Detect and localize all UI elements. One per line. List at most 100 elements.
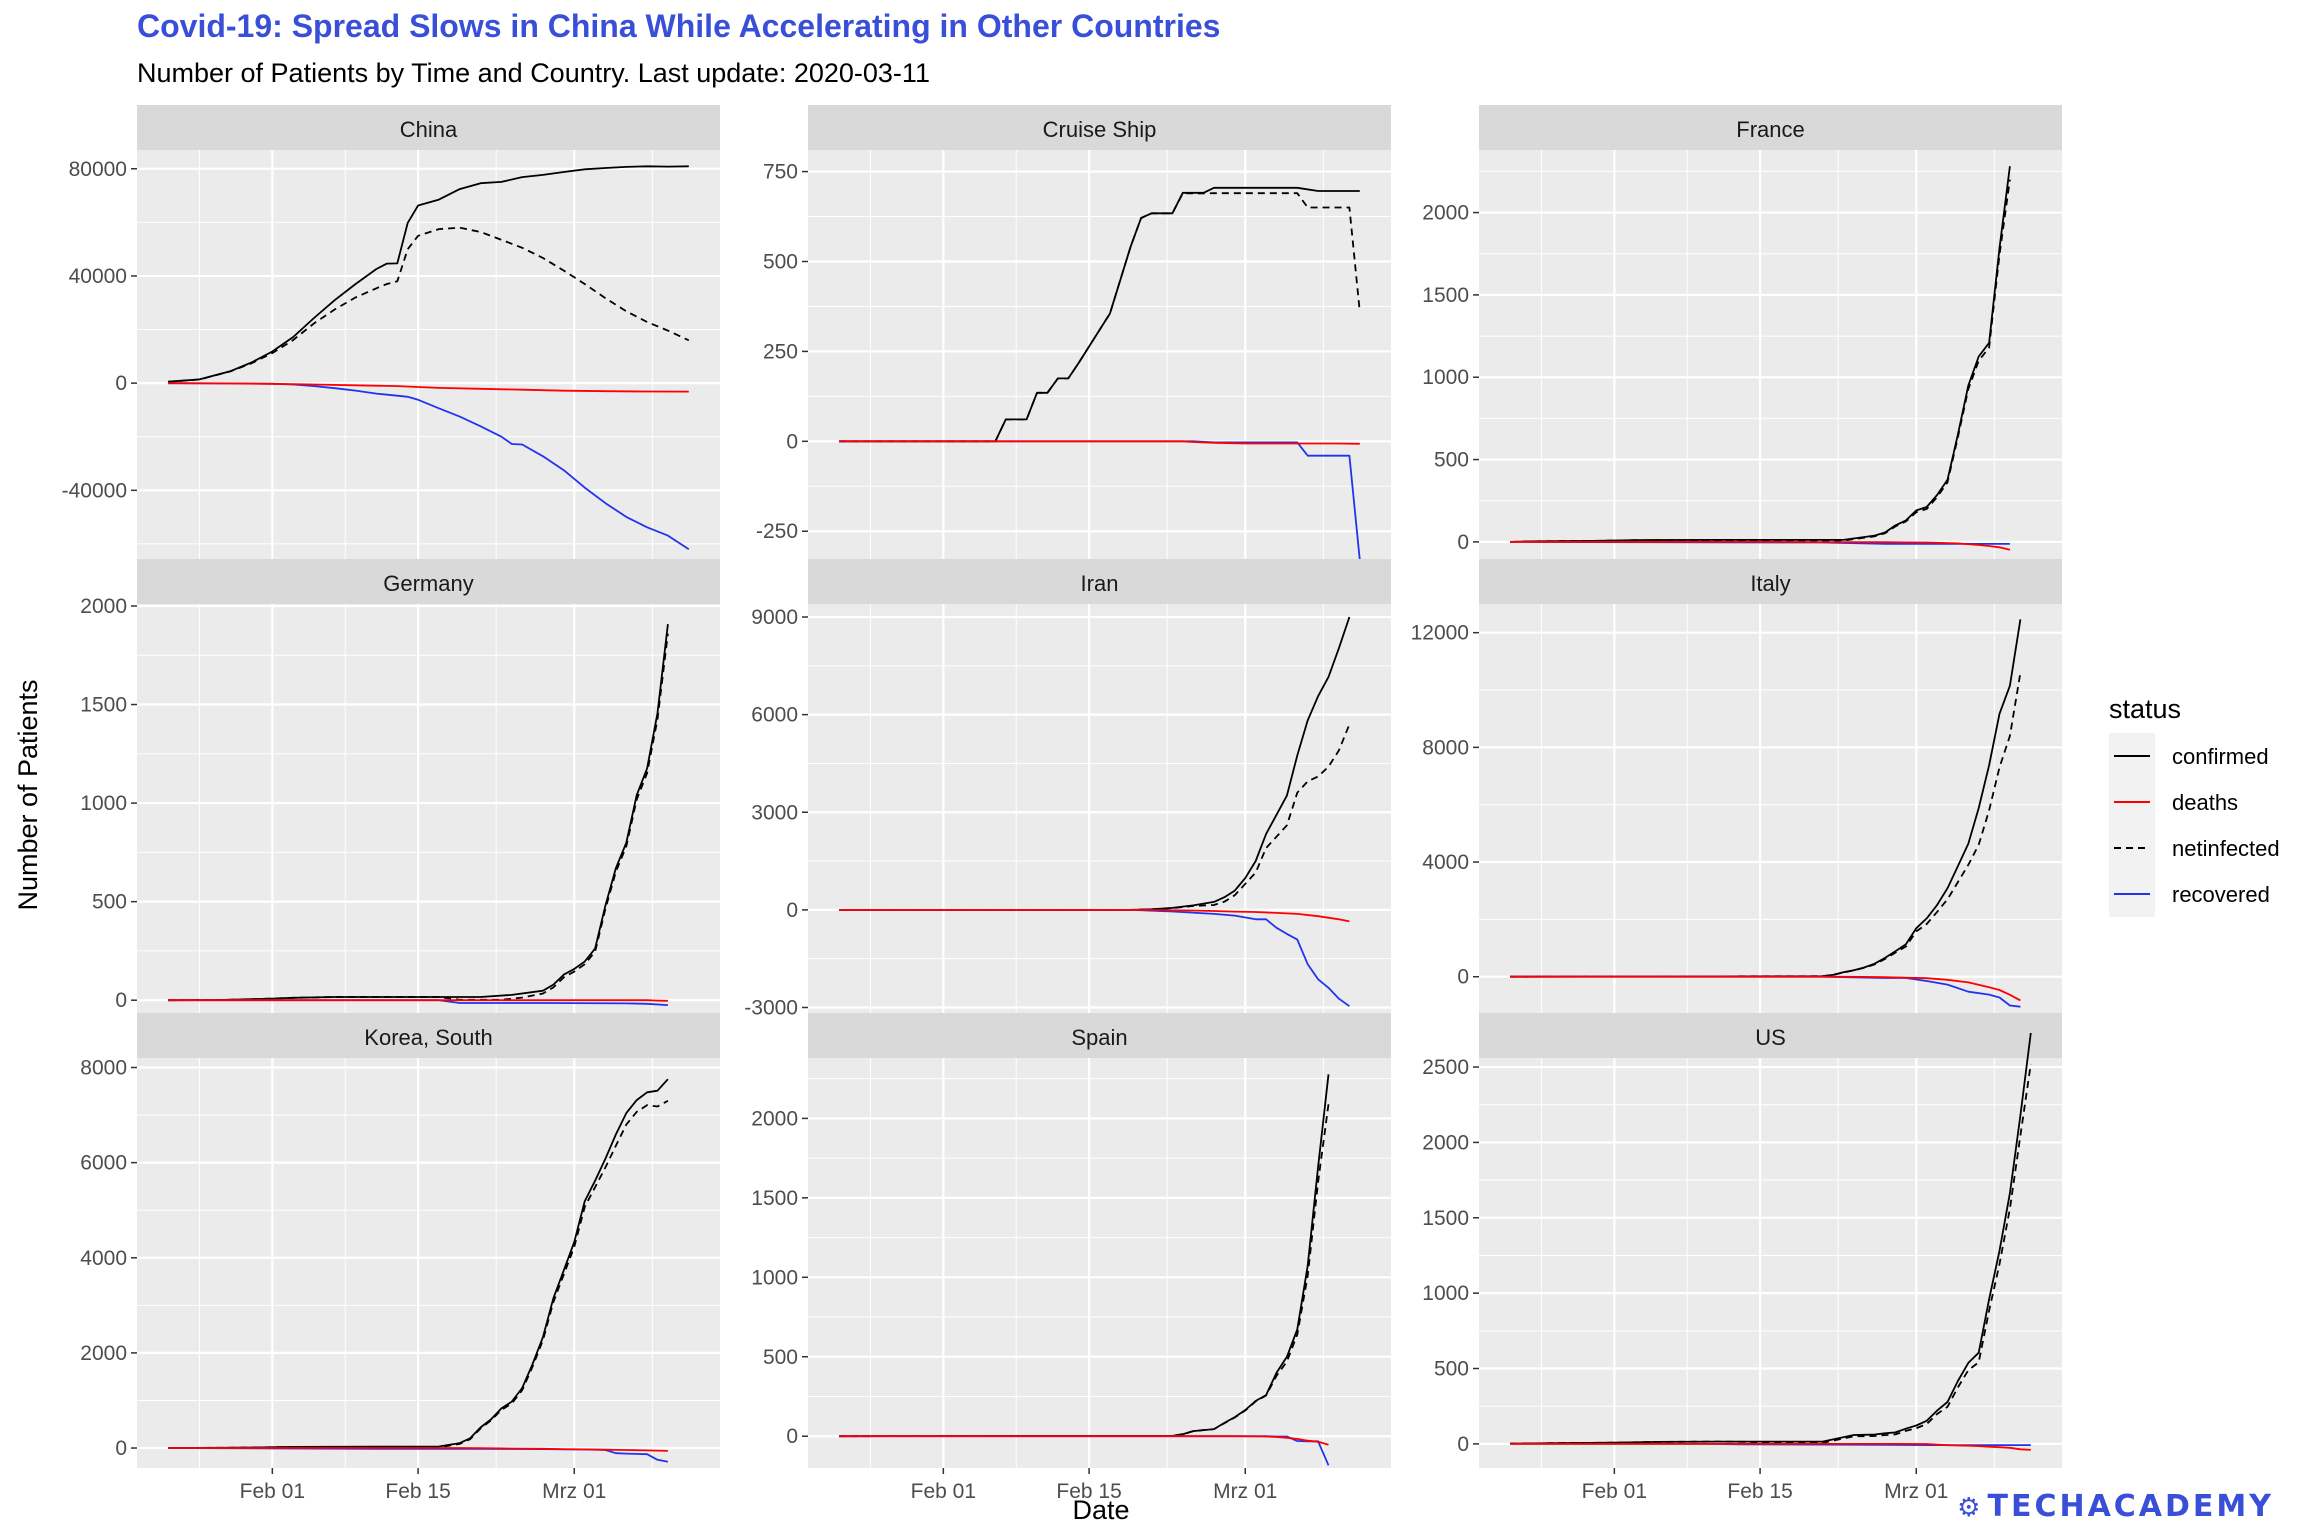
series-line-recovered-china xyxy=(168,382,690,551)
y-tick-label: -40000 xyxy=(62,479,127,502)
x-tick-label: Feb 15 xyxy=(1727,1480,1792,1503)
y-tick-label: 1500 xyxy=(1422,1207,1469,1230)
x-tick-label: Mrz 01 xyxy=(542,1480,606,1503)
y-tick-label: 0 xyxy=(115,1437,127,1460)
facet-label-italy: Italy xyxy=(1750,571,1790,596)
y-tick-label: 1000 xyxy=(1422,1282,1469,1305)
series-line-deaths-korea-south xyxy=(168,1447,668,1452)
plot-panel-spain xyxy=(808,1058,1391,1468)
facet-label-cruise-ship: Cruise Ship xyxy=(1043,117,1157,142)
y-tick-label: 0 xyxy=(1457,531,1469,554)
plot-panel-korea-south xyxy=(137,1058,720,1468)
y-tick-label: 9000 xyxy=(751,606,798,629)
x-tick-label: Feb 01 xyxy=(240,1480,305,1503)
y-tick-label: 0 xyxy=(115,989,127,1012)
facet-strip-korea-south xyxy=(137,1013,720,1058)
x-tick-label: Feb 15 xyxy=(385,1480,450,1503)
y-tick-label: 0 xyxy=(1457,1433,1469,1456)
y-tick-label: 4000 xyxy=(80,1247,127,1270)
y-tick-label: 0 xyxy=(786,430,798,453)
series-line-deaths-italy xyxy=(1510,975,2021,1002)
chart-subtitle: Number of Patients by Time and Country. … xyxy=(137,58,930,88)
y-tick-label: 500 xyxy=(1434,1358,1469,1381)
series-line-netinfected-germany xyxy=(168,633,669,1002)
series-line-deaths-cruise-ship xyxy=(839,440,1360,445)
y-tick-label: 2000 xyxy=(80,1342,127,1365)
series-line-confirmed-iran xyxy=(839,616,1351,911)
legend-label-netinfected: netinfected xyxy=(2172,836,2280,861)
brand-logo: ⚙ TECHACADEMY xyxy=(1957,1489,2274,1524)
y-axis-title: Number of Patients xyxy=(13,679,43,910)
facet-strip-china xyxy=(137,105,720,150)
y-tick-label: 0 xyxy=(786,899,798,922)
plot-panel-france xyxy=(1479,150,2062,560)
facet-strip-france xyxy=(1479,105,2062,150)
facet-strip-us xyxy=(1479,1013,2062,1058)
y-tick-label: 0 xyxy=(786,1425,798,1448)
y-tick-label: 0 xyxy=(1457,966,1469,989)
gear-icon: ⚙ xyxy=(1957,1493,1984,1523)
series-line-netinfected-italy xyxy=(1510,672,2022,978)
y-tick-label: 500 xyxy=(763,1346,798,1369)
legend-label-confirmed: confirmed xyxy=(2172,744,2269,769)
facet-label-france: France xyxy=(1736,117,1804,142)
series-line-deaths-germany xyxy=(168,999,668,1002)
y-tick-label: 1500 xyxy=(80,694,127,717)
y-tick-label: 80000 xyxy=(69,158,127,181)
y-tick-label: 500 xyxy=(92,891,127,914)
plot-panel-germany xyxy=(137,604,720,1014)
y-tick-label: 500 xyxy=(763,250,798,273)
y-tick-label: 500 xyxy=(1434,449,1469,472)
x-tick-label: Feb 01 xyxy=(1582,1480,1647,1503)
y-tick-label: -250 xyxy=(756,520,798,543)
facet-strip-italy xyxy=(1479,559,2062,604)
x-tick-label: Mrz 01 xyxy=(1884,1480,1948,1503)
y-tick-label: 6000 xyxy=(751,704,798,727)
y-tick-label: 750 xyxy=(763,161,798,184)
y-tick-label: -3000 xyxy=(744,996,798,1019)
series-line-confirmed-china xyxy=(168,165,689,383)
plot-panel-cruise-ship xyxy=(808,150,1391,560)
y-tick-label: 2000 xyxy=(1422,1131,1469,1154)
series-line-deaths-us xyxy=(1510,1443,2031,1451)
y-tick-label: 8000 xyxy=(1422,736,1469,759)
y-tick-label: 1000 xyxy=(1422,366,1469,389)
y-tick-label: 2500 xyxy=(1422,1056,1469,1079)
facet-strip-spain xyxy=(808,1013,1391,1058)
facet-label-spain: Spain xyxy=(1071,1025,1127,1050)
facet-label-germany: Germany xyxy=(383,571,473,596)
x-axis-title: Date xyxy=(1072,1495,1129,1525)
y-tick-label: 0 xyxy=(115,372,127,395)
facet-label-korea-south: Korea, South xyxy=(364,1025,492,1050)
facet-strip-cruise-ship xyxy=(808,105,1391,150)
plot-panel-iran xyxy=(808,604,1391,1014)
brand-name: TECHACADEMY xyxy=(1987,1489,2274,1524)
y-tick-label: 3000 xyxy=(751,801,798,824)
plot-panel-italy xyxy=(1479,604,2062,1014)
series-line-netinfected-us xyxy=(1510,1063,2032,1445)
facet-label-iran: Iran xyxy=(1081,571,1119,596)
x-tick-label: Mrz 01 xyxy=(1213,1480,1277,1503)
plot-panel-us xyxy=(1479,1058,2062,1468)
series-line-netinfected-china xyxy=(168,226,690,383)
facet-label-us: US xyxy=(1755,1025,1786,1050)
x-tick-label: Feb 15 xyxy=(1056,1480,1121,1503)
y-tick-label: 4000 xyxy=(1422,851,1469,874)
series-line-deaths-france xyxy=(1510,541,2011,551)
x-tick-label: Feb 01 xyxy=(911,1480,976,1503)
series-line-deaths-spain xyxy=(839,1435,1329,1446)
y-tick-label: 40000 xyxy=(69,265,127,288)
legend-title: status xyxy=(2109,694,2181,724)
plot-panel-china xyxy=(137,150,720,560)
facet-label-china: China xyxy=(400,117,458,142)
y-tick-label: 2000 xyxy=(80,595,127,618)
series-line-deaths-china xyxy=(168,382,689,393)
series-line-netinfected-france xyxy=(1510,179,2011,543)
y-tick-label: 1000 xyxy=(80,792,127,815)
y-tick-label: 8000 xyxy=(80,1057,127,1080)
facet-strip-iran xyxy=(808,559,1391,604)
facet-strip-germany xyxy=(137,559,720,604)
chart-title: Covid-19: Spread Slows in China While Ac… xyxy=(137,8,1221,44)
series-line-deaths-iran xyxy=(839,909,1350,923)
